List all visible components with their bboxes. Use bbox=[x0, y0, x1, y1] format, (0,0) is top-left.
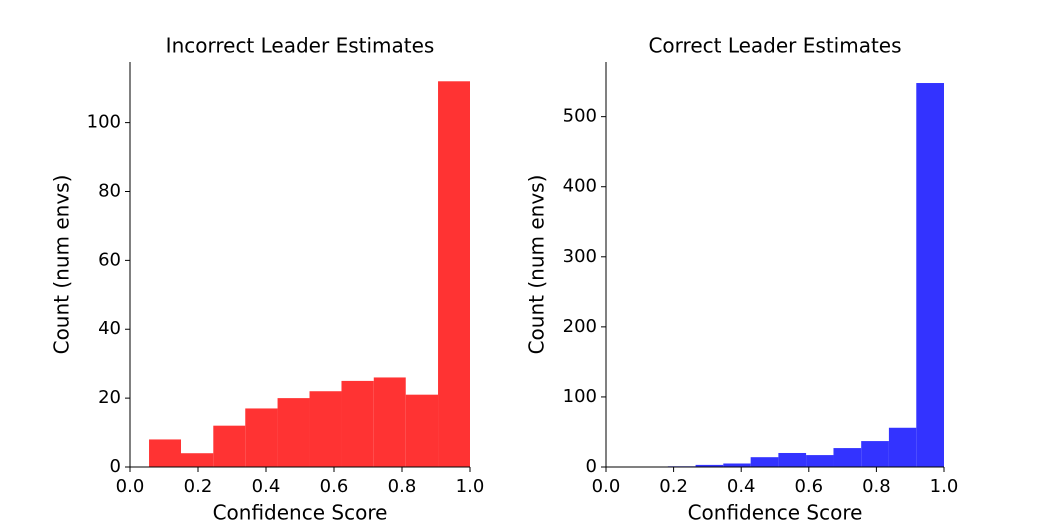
bar bbox=[861, 441, 889, 467]
y-tick-label: 200 bbox=[563, 316, 597, 337]
y-tick-label: 500 bbox=[563, 106, 597, 127]
x-tick-label: 0.4 bbox=[727, 476, 756, 497]
x-tick-label: 1.0 bbox=[930, 476, 959, 497]
bar bbox=[778, 452, 807, 467]
bar bbox=[405, 394, 439, 467]
bar bbox=[373, 377, 406, 467]
bar bbox=[341, 380, 374, 467]
x-tick-label: 0.8 bbox=[388, 476, 417, 497]
y-tick-label: 20 bbox=[98, 387, 121, 408]
x-tick-label: 0.0 bbox=[116, 476, 145, 497]
y-tick-label: 400 bbox=[563, 176, 597, 197]
y-tick-label: 80 bbox=[98, 180, 121, 201]
bar bbox=[181, 453, 214, 467]
bar bbox=[309, 391, 342, 467]
x-tick-label: 1.0 bbox=[456, 476, 485, 497]
y-axis-label: Count (num envs) bbox=[525, 175, 549, 355]
x-axis-label: Confidence Score bbox=[213, 501, 388, 525]
bar bbox=[245, 408, 278, 467]
bar bbox=[916, 83, 944, 468]
bar bbox=[277, 398, 310, 467]
bar bbox=[149, 439, 181, 467]
x-tick-label: 0.8 bbox=[862, 476, 891, 497]
bar bbox=[833, 448, 862, 467]
y-tick-label: 100 bbox=[563, 386, 597, 407]
bar bbox=[695, 464, 724, 467]
bar bbox=[723, 463, 751, 467]
x-tick-label: 0.2 bbox=[184, 476, 213, 497]
x-tick-label: 0.6 bbox=[794, 476, 823, 497]
y-tick-label: 40 bbox=[98, 318, 121, 339]
bar bbox=[750, 457, 779, 467]
chart-title: Correct Leader Estimates bbox=[648, 34, 901, 58]
bar bbox=[806, 455, 834, 467]
x-tick-label: 0.0 bbox=[592, 476, 621, 497]
bar bbox=[213, 425, 246, 467]
y-axis-label: Count (num envs) bbox=[50, 175, 74, 355]
bar bbox=[888, 427, 917, 467]
y-tick-label: 100 bbox=[87, 112, 121, 133]
x-tick-label: 0.2 bbox=[659, 476, 688, 497]
chart-title: Incorrect Leader Estimates bbox=[166, 34, 435, 58]
y-tick-label: 0 bbox=[586, 456, 597, 477]
x-tick-label: 0.4 bbox=[252, 476, 281, 497]
x-axis-label: Confidence Score bbox=[688, 501, 863, 525]
x-tick-label: 0.6 bbox=[320, 476, 349, 497]
y-tick-label: 300 bbox=[563, 246, 597, 267]
y-tick-label: 0 bbox=[110, 456, 121, 477]
y-tick-label: 60 bbox=[98, 249, 121, 270]
bar bbox=[438, 81, 470, 468]
